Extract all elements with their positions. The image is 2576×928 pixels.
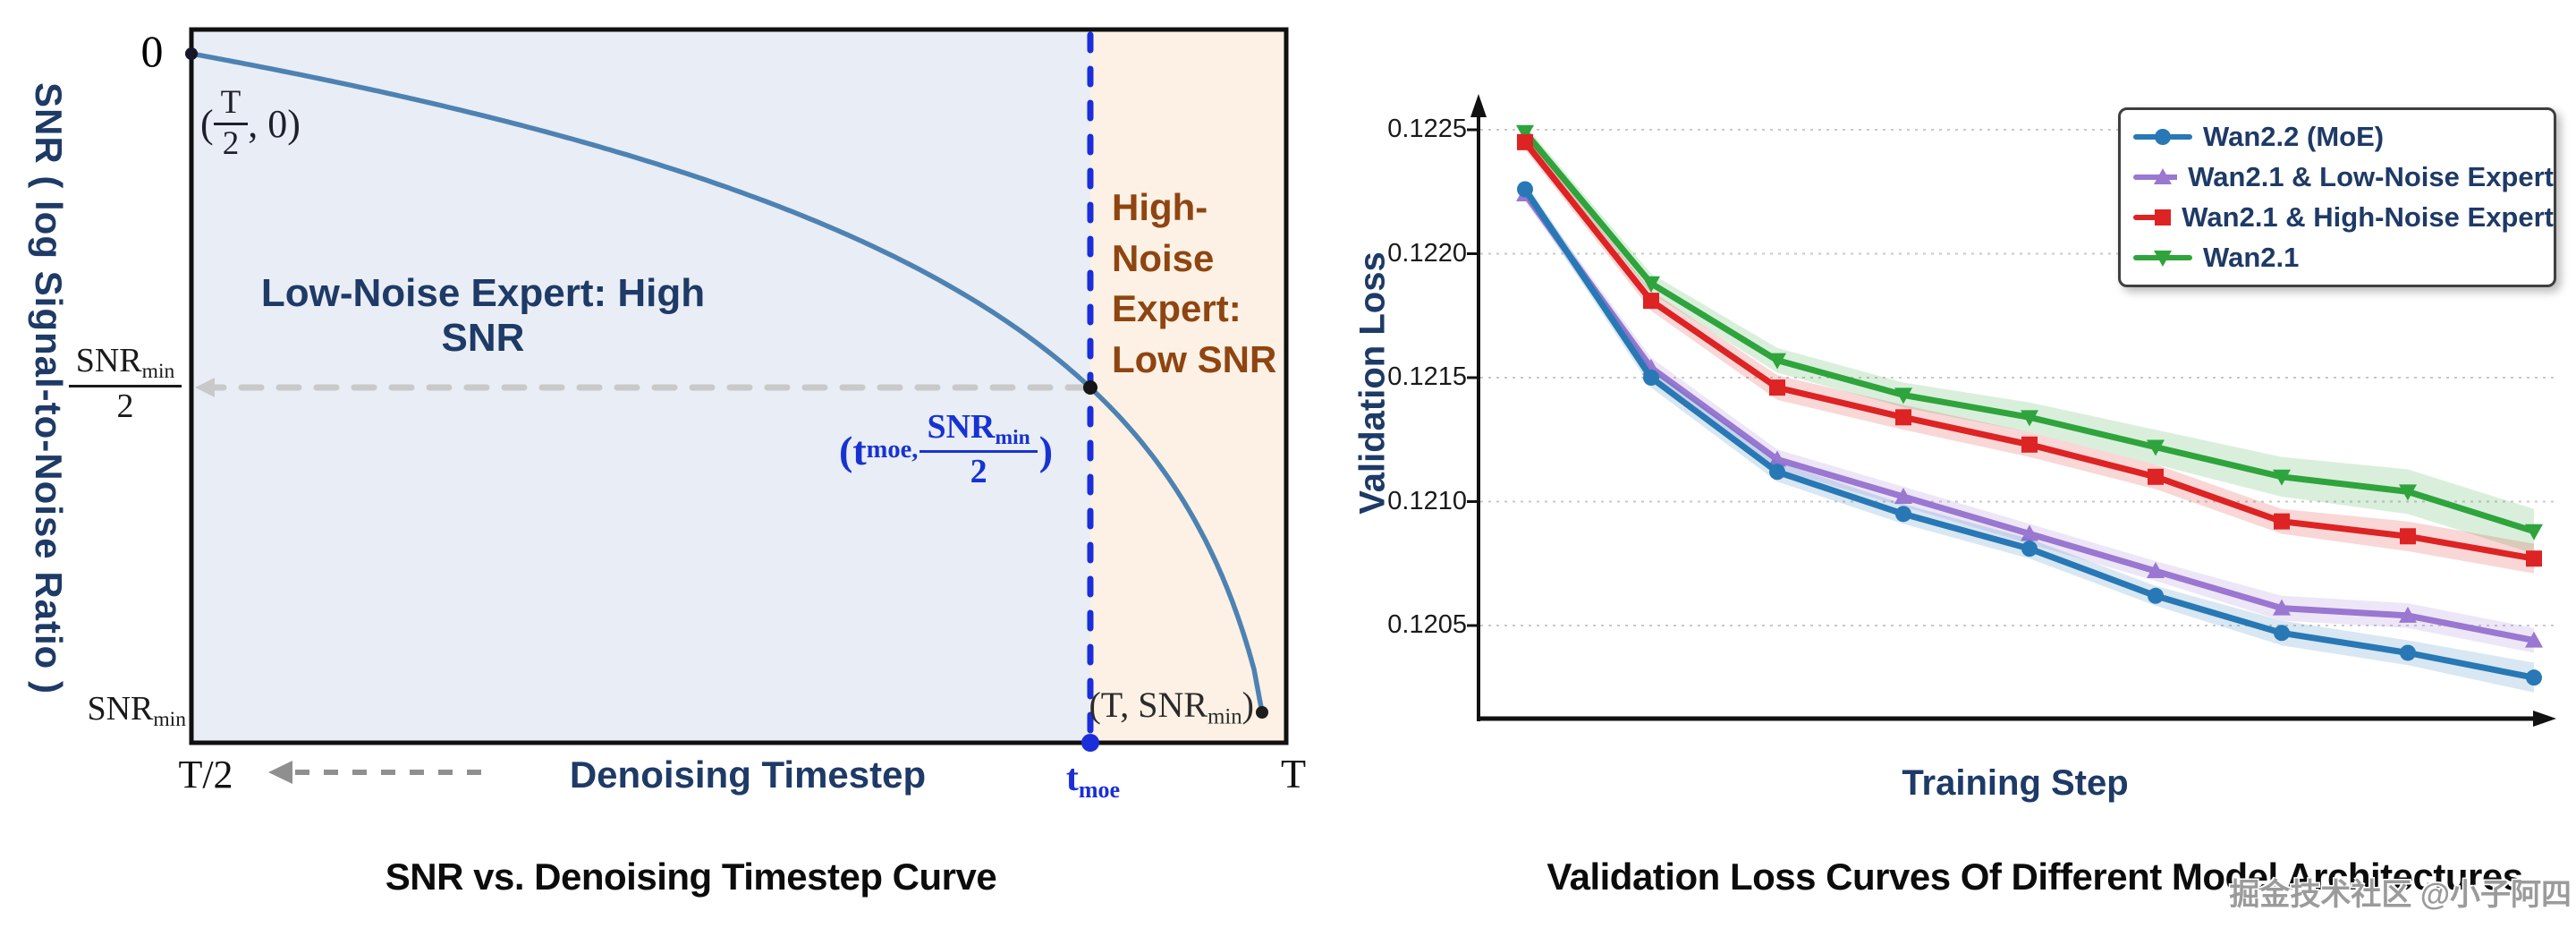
- marker-triangle-down: [2525, 524, 2543, 541]
- marker-square: [2155, 209, 2171, 226]
- legend-label: Wan2.1: [2203, 241, 2300, 273]
- marker-triangle-up: [1516, 185, 1534, 202]
- legend-swatch: [2133, 250, 2192, 267]
- tmoe-axis-dot: [1081, 734, 1099, 752]
- left-x-axis-title: Denoising Timestep: [569, 753, 927, 796]
- marker-square: [1517, 133, 1533, 150]
- marker-circle: [2526, 669, 2542, 686]
- left-y-tick-snrmin: SNRmin: [87, 690, 186, 732]
- high-noise-line-4: Low SNR: [1112, 337, 1277, 380]
- marker-square: [2400, 528, 2416, 545]
- left-x-tick-T: T: [1280, 751, 1307, 796]
- marker-square: [1643, 293, 1659, 310]
- y-tick-label: 0.1220: [1387, 238, 1467, 268]
- curve-start-annotation: (T 2, 0): [200, 84, 301, 162]
- y-tick-label: 0.1215: [1387, 362, 1467, 391]
- marker-circle: [2148, 587, 2164, 604]
- marker-triangle-up: [2525, 631, 2543, 648]
- marker-circle: [2021, 541, 2038, 558]
- watermark: 掘金技术社区 @小子阿四: [2229, 878, 2572, 912]
- legend-swatch: [2133, 209, 2172, 226]
- snrmin-over-2-fraction: SNRmin 2: [68, 343, 182, 425]
- fraction-denominator: 2: [116, 387, 134, 425]
- marker-square: [1895, 409, 1911, 426]
- marker-triangle-down: [1642, 276, 1660, 293]
- marker-square: [2021, 436, 2038, 453]
- marker-triangle-up: [2147, 562, 2165, 579]
- marker-circle: [2274, 625, 2290, 642]
- marker-circle: [1517, 181, 1533, 198]
- left-chart-caption: SNR vs. Denoising Timestep Curve: [385, 856, 997, 898]
- left-y-axis-title: SNR ( log Signal-to-Noise Ratio ): [28, 82, 70, 694]
- left-y-tick-snrmin-half: SNRmin 2: [63, 343, 188, 425]
- legend-label: Wan2.2 (MoE): [2203, 121, 2385, 153]
- left-x-tick-t-half: T/2: [178, 753, 233, 796]
- left-y-tick-zero: 0: [140, 26, 164, 76]
- marker-circle: [2400, 644, 2416, 661]
- tmoe-intersection-dot: [1083, 380, 1097, 395]
- marker-square: [2526, 550, 2542, 567]
- marker-square: [1769, 379, 1785, 396]
- left-plot-border: [189, 27, 1289, 745]
- y-tick-label: 0.1205: [1387, 610, 1467, 639]
- y-tick-label: 0.1225: [1387, 115, 1467, 143]
- marker-circle: [1895, 506, 1911, 523]
- tmoe-intersection-annotation: (t moe, SNRmin 2 ): [839, 407, 1054, 491]
- curve-start-dot: [185, 47, 198, 60]
- marker-circle: [1769, 464, 1785, 481]
- marker-circle: [2155, 129, 2171, 146]
- marker-triangle-down: [2273, 469, 2291, 486]
- legend-item: Wan2.2 (MoE): [2121, 118, 2554, 156]
- legend-item: Wan2.1: [2121, 239, 2554, 277]
- legend-label: Wan2.1 & Low-Noise Expert: [2188, 161, 2554, 193]
- marker-triangle-up: [2273, 599, 2291, 616]
- marker-triangle-up: [1768, 450, 1786, 467]
- high-noise-region: [1090, 30, 1286, 743]
- low-noise-region-label: Low-Noise Expert: High SNR: [260, 271, 706, 360]
- legend-swatch: [2133, 168, 2178, 185]
- timestep-direction-arrowhead: [268, 761, 292, 784]
- legend-item: Wan2.1 & High-Noise Expert: [2121, 199, 2554, 236]
- high-noise-region-label: High- Noise Expert: Low SNR: [1112, 183, 1291, 385]
- marker-triangle-up: [2021, 524, 2038, 541]
- marker-triangle-down: [2399, 484, 2417, 501]
- marker-square: [2148, 468, 2164, 485]
- marker-triangle-down: [1894, 387, 1912, 404]
- fraction-numerator: SNRmin: [68, 343, 182, 387]
- marker-triangle-down: [1768, 353, 1786, 370]
- dashed-line-left-arrowhead: [195, 378, 215, 397]
- legend-item: Wan2.1 & Low-Noise Expert: [2121, 158, 2554, 196]
- x-axis-arrowhead: [2533, 711, 2556, 727]
- right-x-axis-title: Training Step: [1902, 763, 2129, 803]
- legend-label: Wan2.1 & High-Noise Expert: [2182, 200, 2554, 233]
- marker-triangle-up: [1642, 358, 1660, 375]
- chart-legend: Wan2.2 (MoE) Wan2.1 & Low-Noise Expert Wan…: [2118, 107, 2556, 287]
- curve-end-dot: [1256, 706, 1268, 719]
- marker-triangle-up: [1894, 487, 1912, 504]
- marker-triangle-down: [2154, 250, 2172, 267]
- right-chart-caption: Validation Loss Curves Of Different Mode…: [1546, 856, 2523, 898]
- marker-triangle-down: [2021, 410, 2038, 427]
- marker-circle: [1643, 370, 1659, 386]
- y-axis-arrowhead: [1470, 94, 1487, 117]
- marker-square: [2274, 513, 2290, 530]
- high-noise-line-3: Expert:: [1112, 287, 1241, 329]
- high-noise-line-1: High-: [1112, 186, 1208, 228]
- marker-triangle-up: [2399, 606, 2417, 623]
- curve-end-annotation: (T, SNRmin): [1089, 685, 1254, 729]
- marker-triangle-up: [2154, 168, 2172, 185]
- left-x-tick-tmoe: tmoe: [1065, 758, 1121, 803]
- low-noise-region: [191, 30, 1090, 743]
- marker-triangle-down: [2147, 439, 2165, 456]
- marker-triangle-down: [1516, 124, 1534, 141]
- high-noise-line-2: Noise: [1112, 236, 1215, 279]
- y-tick-label: 0.1210: [1387, 486, 1467, 515]
- legend-swatch: [2133, 129, 2192, 146]
- snr-curve: [189, 51, 1265, 715]
